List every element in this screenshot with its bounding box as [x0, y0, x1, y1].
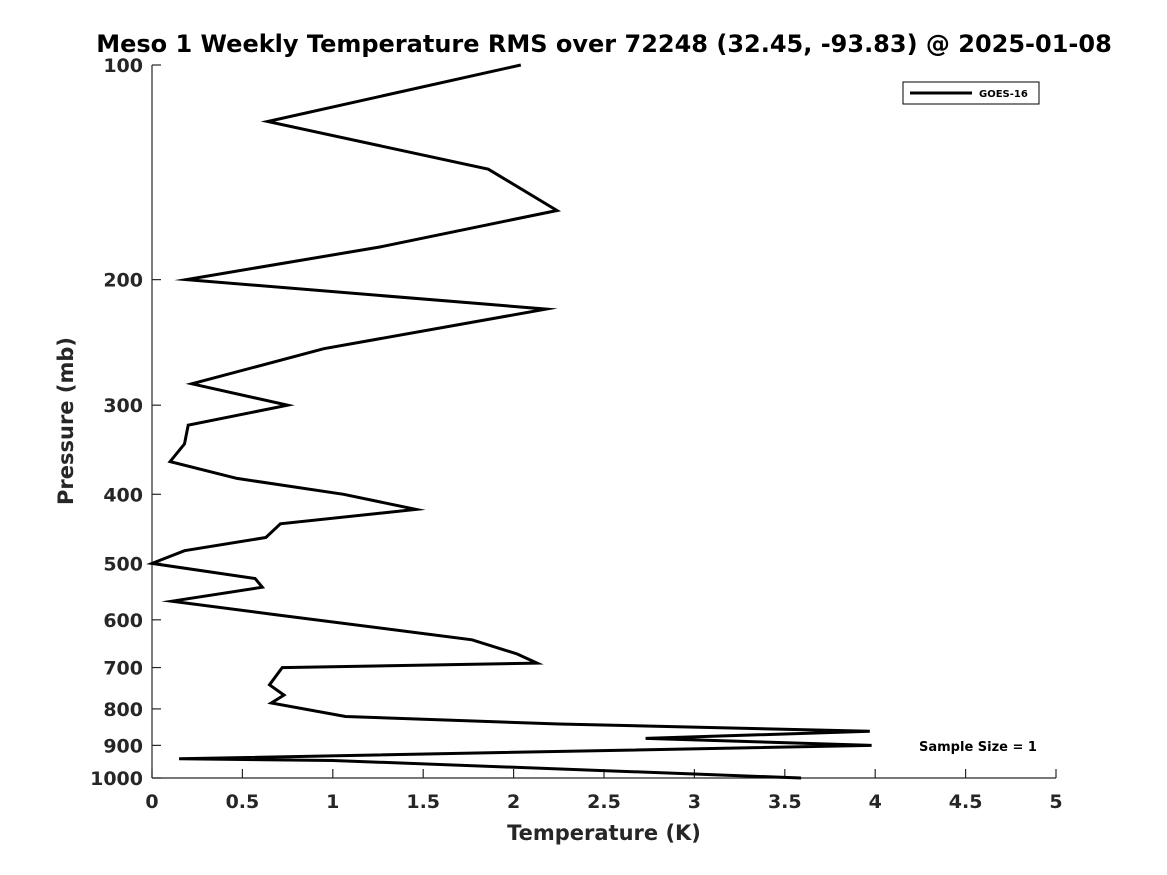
y-tick-label: 1000 [90, 768, 143, 790]
sample-size-note: Sample Size = 1 [919, 740, 1037, 755]
x-tick-label: 3 [688, 791, 701, 813]
series-group [146, 63, 872, 780]
x-tick-label: 0.5 [226, 791, 260, 813]
y-tick-labels: 100 200 300 400 500 600 700 800 900 1000 [90, 55, 143, 790]
x-axis-label: Temperature (K) [507, 821, 701, 845]
y-tick-label: 300 [103, 395, 143, 417]
y-tick-label: 700 [103, 658, 143, 680]
x-tick-label: 4 [869, 791, 882, 813]
legend: GOES-16 [902, 81, 1040, 105]
chart-title: Meso 1 Weekly Temperature RMS over 72248… [96, 30, 1112, 58]
axes [151, 64, 1057, 779]
x-tick-label: 5 [1049, 791, 1062, 813]
x-tick-label: 4.5 [949, 791, 983, 813]
y-tick-label: 400 [103, 484, 143, 506]
series-line-goes-16 [146, 63, 872, 780]
y-axis-label: Pressure (mb) [54, 337, 78, 505]
x-tick-labels: 0 0.5 1 1.5 2 2.5 3 3.5 4 4.5 5 [145, 791, 1062, 813]
y-tick-label: 500 [103, 553, 143, 575]
x-tick-label: 2.5 [587, 791, 621, 813]
legend-label: GOES-16 [979, 89, 1028, 100]
x-tick-label: 1.5 [406, 791, 440, 813]
x-tick-label: 0 [145, 791, 158, 813]
y-tick-label: 800 [103, 699, 143, 721]
x-tick-label: 2 [507, 791, 520, 813]
x-tick-label: 3.5 [768, 791, 802, 813]
x-tick-label: 1 [326, 791, 339, 813]
y-tick-label: 600 [103, 610, 143, 632]
y-tick-label: 900 [103, 735, 143, 757]
y-tick-label: 100 [103, 55, 143, 77]
y-tick-label: 200 [103, 270, 143, 292]
